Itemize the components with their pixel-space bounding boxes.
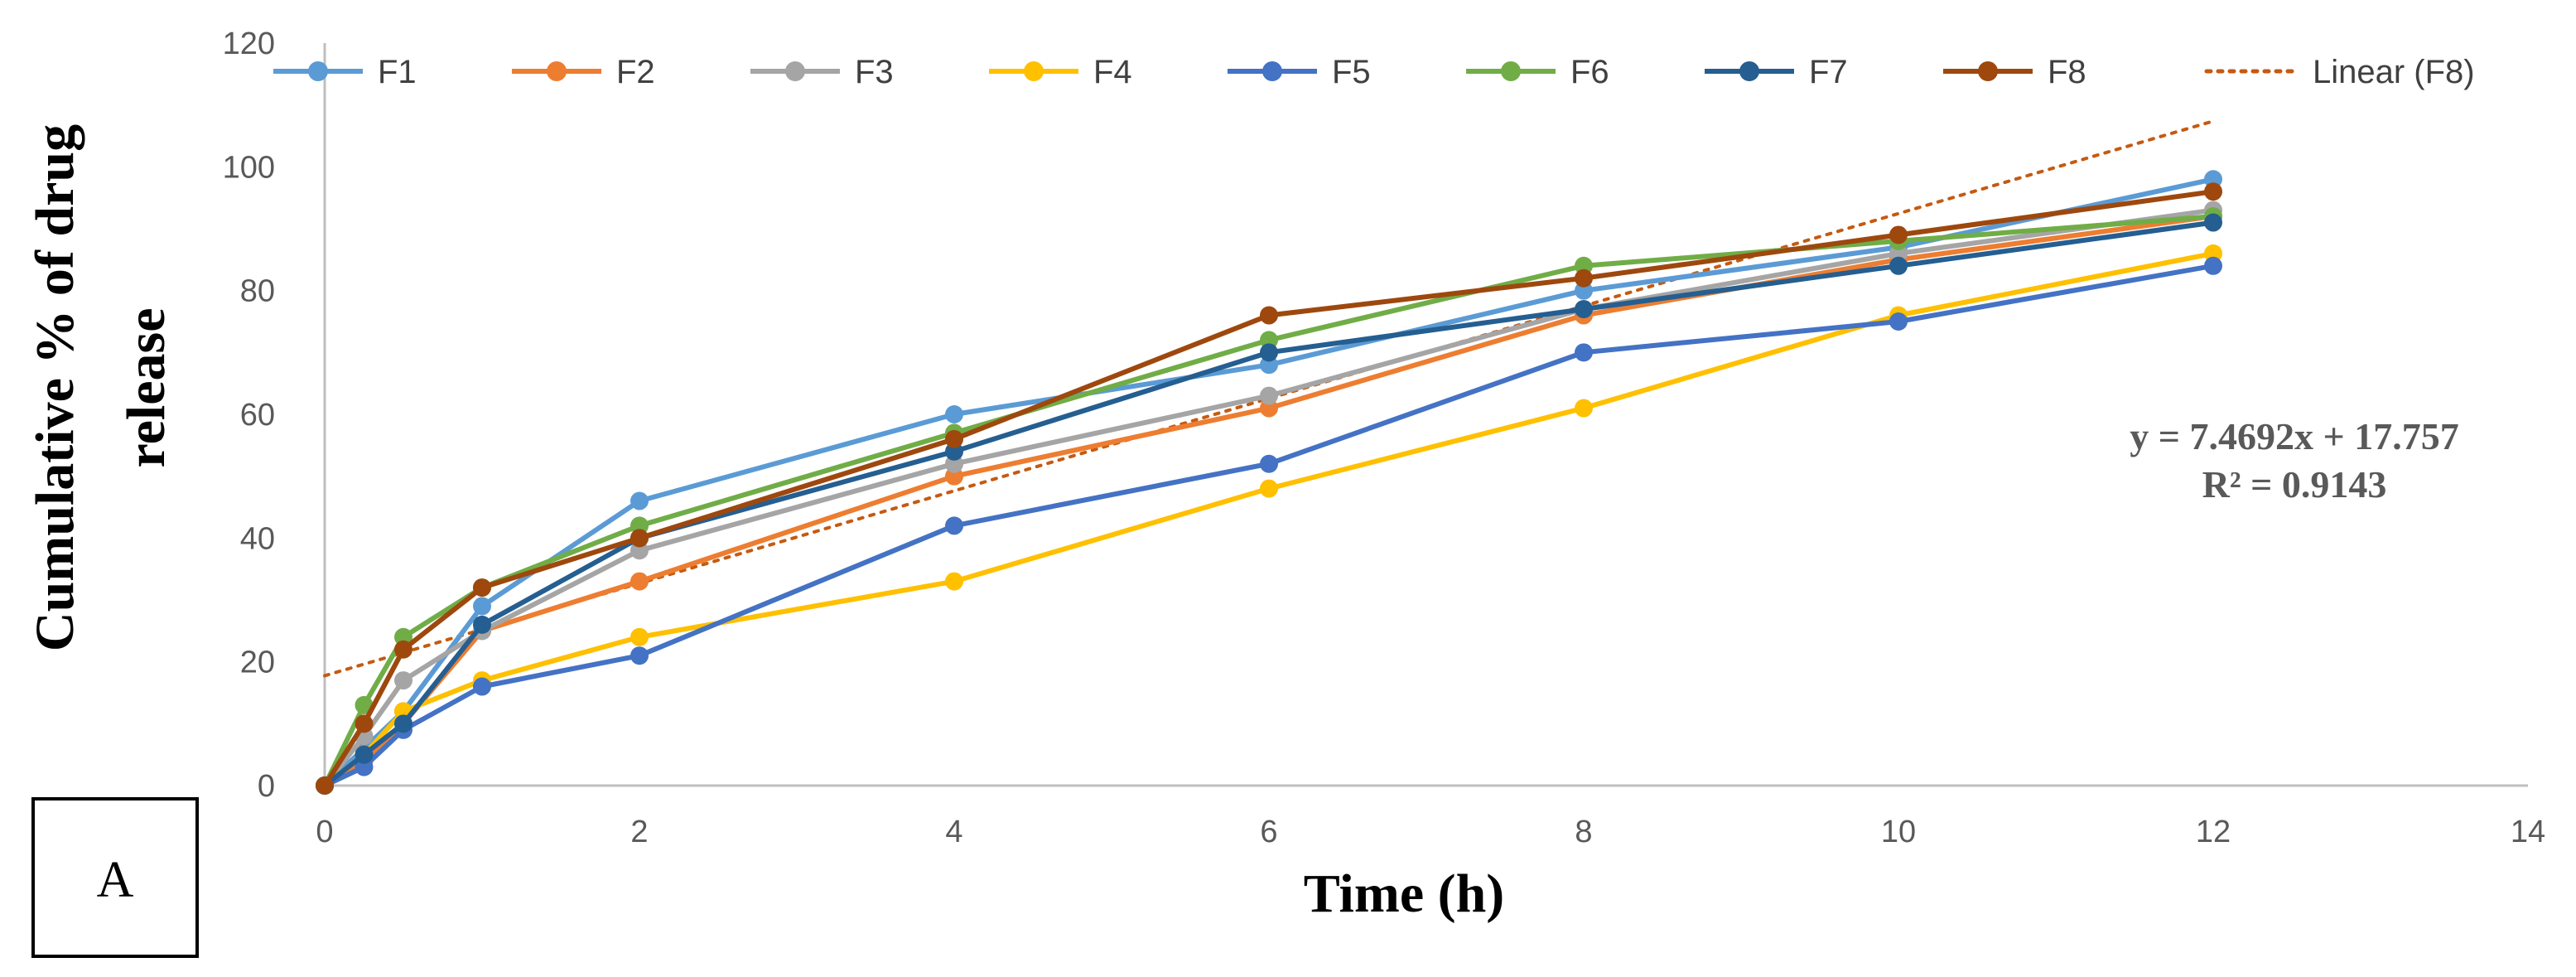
series-line-f7 [323, 220, 2214, 788]
legend-swatch-marker-f8 [1978, 61, 1998, 81]
data-point-f4-7 [1575, 399, 1593, 418]
legend-label-f4: F4 [1093, 54, 1132, 90]
legend-label-trendline: Linear (F8) [2313, 54, 2475, 90]
data-point-f5-5 [945, 516, 963, 535]
x-tick-label-6: 6 [1260, 815, 1277, 849]
legend-entry-f2: F2 [512, 54, 655, 90]
legend-entry-f1: F1 [273, 54, 417, 90]
data-point-f8-2 [394, 640, 412, 659]
legend-entry-f5: F5 [1228, 54, 1371, 90]
data-point-f5-4 [630, 646, 649, 665]
legend-label-f3: F3 [855, 54, 894, 90]
data-point-f7-6 [1260, 343, 1278, 362]
y-tick-label-120: 120 [223, 27, 275, 61]
data-point-f1-4 [630, 491, 649, 510]
y-tick-label-100: 100 [223, 150, 275, 185]
legend-swatch-marker-f2 [547, 61, 567, 81]
x-tick-label-4: 4 [945, 815, 962, 849]
legend-entry-f7: F7 [1705, 54, 1848, 90]
legend-entry-f4: F4 [989, 54, 1132, 90]
x-tick-label-14: 14 [2511, 815, 2545, 849]
legend: F1 F2 F3 F4 F5 F6 F7 F8 Linear (F8) [273, 54, 2475, 90]
data-point-f4-5 [945, 572, 963, 591]
data-point-f8-1 [355, 714, 374, 733]
data-point-f5-6 [1260, 454, 1278, 473]
data-point-f1-5 [945, 405, 963, 423]
legend-entry-trendline: Linear (F8) [2204, 54, 2475, 90]
data-point-f5-3 [473, 677, 491, 696]
series-line-f8 [322, 189, 2214, 787]
legend-swatch-marker-f7 [1739, 61, 1759, 81]
data-point-f7-2 [394, 714, 412, 733]
data-point-f7-1 [355, 745, 374, 764]
trendline-r-squared: R² = 0.9143 [2202, 463, 2387, 505]
axes [323, 43, 2528, 787]
legend-swatch-marker-f3 [785, 61, 805, 81]
x-axis-title: Time (h) [1304, 863, 1505, 924]
y-tick-label-80: 80 [240, 274, 275, 309]
x-tick-label-0: 0 [316, 815, 333, 849]
legend-swatch-marker-f6 [1501, 61, 1521, 81]
series-group [316, 170, 2222, 795]
data-point-f7-9 [2204, 213, 2222, 232]
x-tick-label-10: 10 [1881, 815, 1916, 849]
legend-entry-f6: F6 [1466, 54, 1609, 90]
series-line-f3 [322, 207, 2214, 787]
legend-label-f6: F6 [1570, 54, 1609, 90]
y-axis-title: Cumulative % of drug release [25, 124, 176, 651]
data-point-f8-0 [316, 776, 334, 795]
legend-label-f7: F7 [1809, 54, 1848, 90]
data-point-f8-9 [2204, 182, 2222, 201]
legend-label-f1: F1 [378, 54, 417, 90]
y-tick-label-0: 0 [258, 769, 275, 804]
data-point-f5-8 [1889, 312, 1908, 331]
x-tick-label-2: 2 [630, 815, 648, 849]
x-tick-labels: 0 2 4 6 8 10 12 14 [316, 815, 2545, 849]
y-axis-title-line-1: Cumulative % of drug [25, 124, 85, 651]
data-point-f4-4 [630, 627, 649, 646]
legend-label-f8: F8 [2048, 54, 2086, 90]
trendline-equation: y = 7.4692x + 17.757 [2130, 415, 2458, 457]
y-tick-labels: 0 20 40 60 80 100 120 [223, 27, 275, 804]
data-point-f6-1 [355, 695, 374, 714]
data-point-f7-8 [1889, 256, 1908, 275]
legend-swatch-marker-f1 [308, 61, 328, 81]
data-point-f5-9 [2204, 256, 2222, 275]
data-point-f8-5 [945, 429, 963, 448]
data-point-f4-6 [1260, 479, 1278, 498]
y-tick-label-20: 20 [240, 646, 275, 680]
y-tick-label-60: 60 [240, 398, 275, 433]
legend-label-f2: F2 [616, 54, 655, 90]
data-point-f8-6 [1260, 306, 1278, 325]
data-point-f8-8 [1889, 225, 1908, 244]
data-point-f3-2 [394, 671, 412, 690]
data-point-f7-7 [1575, 300, 1593, 319]
y-tick-label-40: 40 [240, 521, 275, 556]
series-f8 [316, 182, 2222, 795]
x-tick-label-8: 8 [1575, 815, 1592, 849]
legend-entry-f8: F8 [1943, 54, 2086, 90]
data-point-f5-7 [1575, 343, 1593, 362]
data-point-f1-3 [473, 597, 491, 616]
legend-entry-f3: F3 [750, 54, 894, 90]
data-point-f8-3 [473, 578, 491, 597]
legend-swatch-marker-f4 [1024, 61, 1044, 81]
legend-label-f5: F5 [1332, 54, 1371, 90]
data-point-f8-7 [1575, 268, 1593, 288]
y-axis-title-line-2: release [116, 307, 176, 467]
data-point-f2-4 [630, 572, 649, 591]
data-point-f7-3 [473, 615, 491, 634]
series-line-f5 [323, 263, 2214, 788]
legend-swatch-marker-f5 [1262, 61, 1282, 81]
panel-label: A [97, 852, 134, 908]
series-line-f4 [323, 250, 2214, 788]
series-line-f6 [322, 214, 2214, 787]
data-point-f8-4 [630, 529, 649, 548]
data-point-f3-6 [1260, 386, 1278, 405]
panel-label-box [31, 797, 199, 958]
x-tick-label-12: 12 [2196, 815, 2231, 849]
